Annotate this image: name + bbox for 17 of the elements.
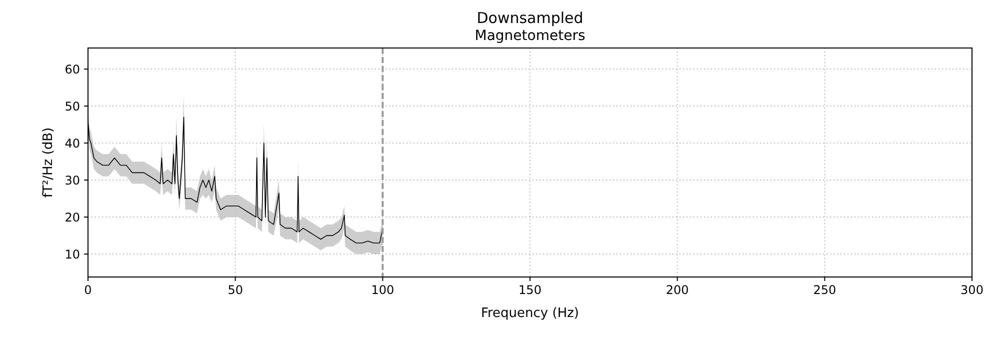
y-tick-label: 40 xyxy=(64,136,80,150)
x-tick-label: 300 xyxy=(960,283,984,297)
x-tick-label: 0 xyxy=(84,283,92,297)
x-tick-label: 250 xyxy=(813,283,836,297)
y-tick-label: 10 xyxy=(64,247,80,262)
y-tick-label: 20 xyxy=(64,210,80,224)
y-axis-title: fT²/Hz (dB) xyxy=(41,127,56,198)
x-tick-label: 200 xyxy=(666,283,689,297)
y-tick-label: 30 xyxy=(64,173,80,188)
chart-subtitle: Magnetometers xyxy=(474,28,586,44)
x-tick-label: 150 xyxy=(518,283,542,297)
y-tick-label: 60 xyxy=(64,62,80,76)
x-tick-label: 50 xyxy=(228,283,243,297)
y-tick-label: 50 xyxy=(64,99,80,114)
chart-title: Downsampled xyxy=(476,9,584,27)
x-tick-label: 100 xyxy=(371,283,394,297)
x-axis-title: Frequency (Hz) xyxy=(480,306,580,321)
